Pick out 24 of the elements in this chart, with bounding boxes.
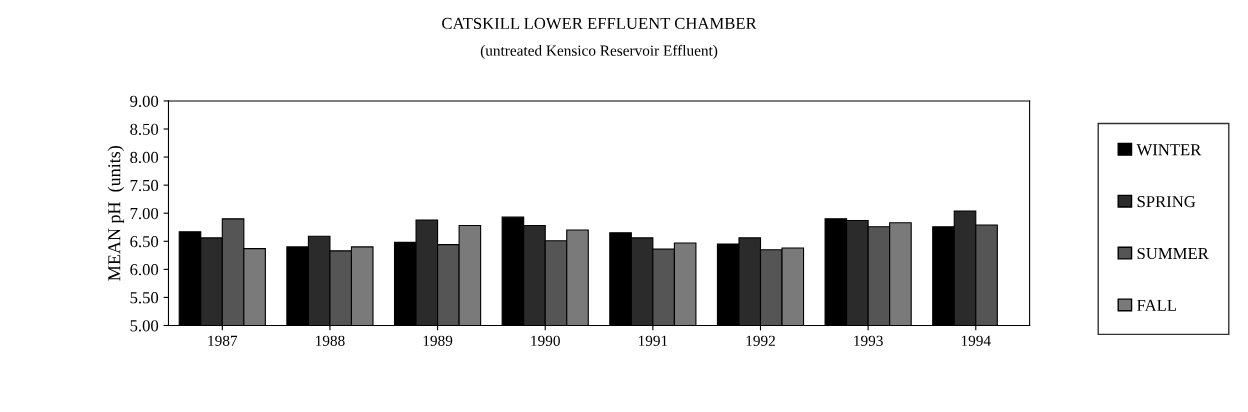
legend-label: FALL	[1137, 299, 1176, 311]
chart-title: CATSKILL LOWER EFFLUENT CHAMBER	[442, 17, 757, 30]
x-tick-label: 1989	[423, 335, 453, 346]
legend-label: WINTER	[1136, 144, 1202, 156]
y-tick-label: 6.50	[130, 235, 159, 248]
y-tick-label: 7.50	[130, 179, 159, 192]
x-tick-label: 1991	[638, 335, 668, 346]
x-tick-label: 1994	[961, 335, 991, 346]
y-tick-label: 5.00	[130, 320, 159, 332]
y-tick-label: 9.00	[130, 95, 159, 107]
y-tick-label: 6.00	[130, 264, 159, 276]
y-tick-label: 7.00	[130, 207, 159, 220]
x-tick-label: 1992	[746, 335, 775, 346]
y-tick-label: 8.00	[130, 151, 159, 164]
y-tick-label: 5.50	[130, 292, 159, 304]
x-tick-label: 1987	[208, 335, 238, 346]
y-tick-label: 8.50	[130, 123, 159, 136]
x-tick-label: 1990	[531, 335, 560, 346]
x-tick-label: 1988	[316, 335, 345, 346]
legend-label: SUMMER	[1137, 247, 1209, 260]
x-tick-label: 1993	[854, 335, 883, 346]
y-axis-title: MEAN pH (units)	[107, 146, 125, 281]
chart-subtitle: (untreated Kensico Reservoir Effluent)	[480, 44, 718, 59]
legend-label: SPRING	[1137, 196, 1196, 208]
